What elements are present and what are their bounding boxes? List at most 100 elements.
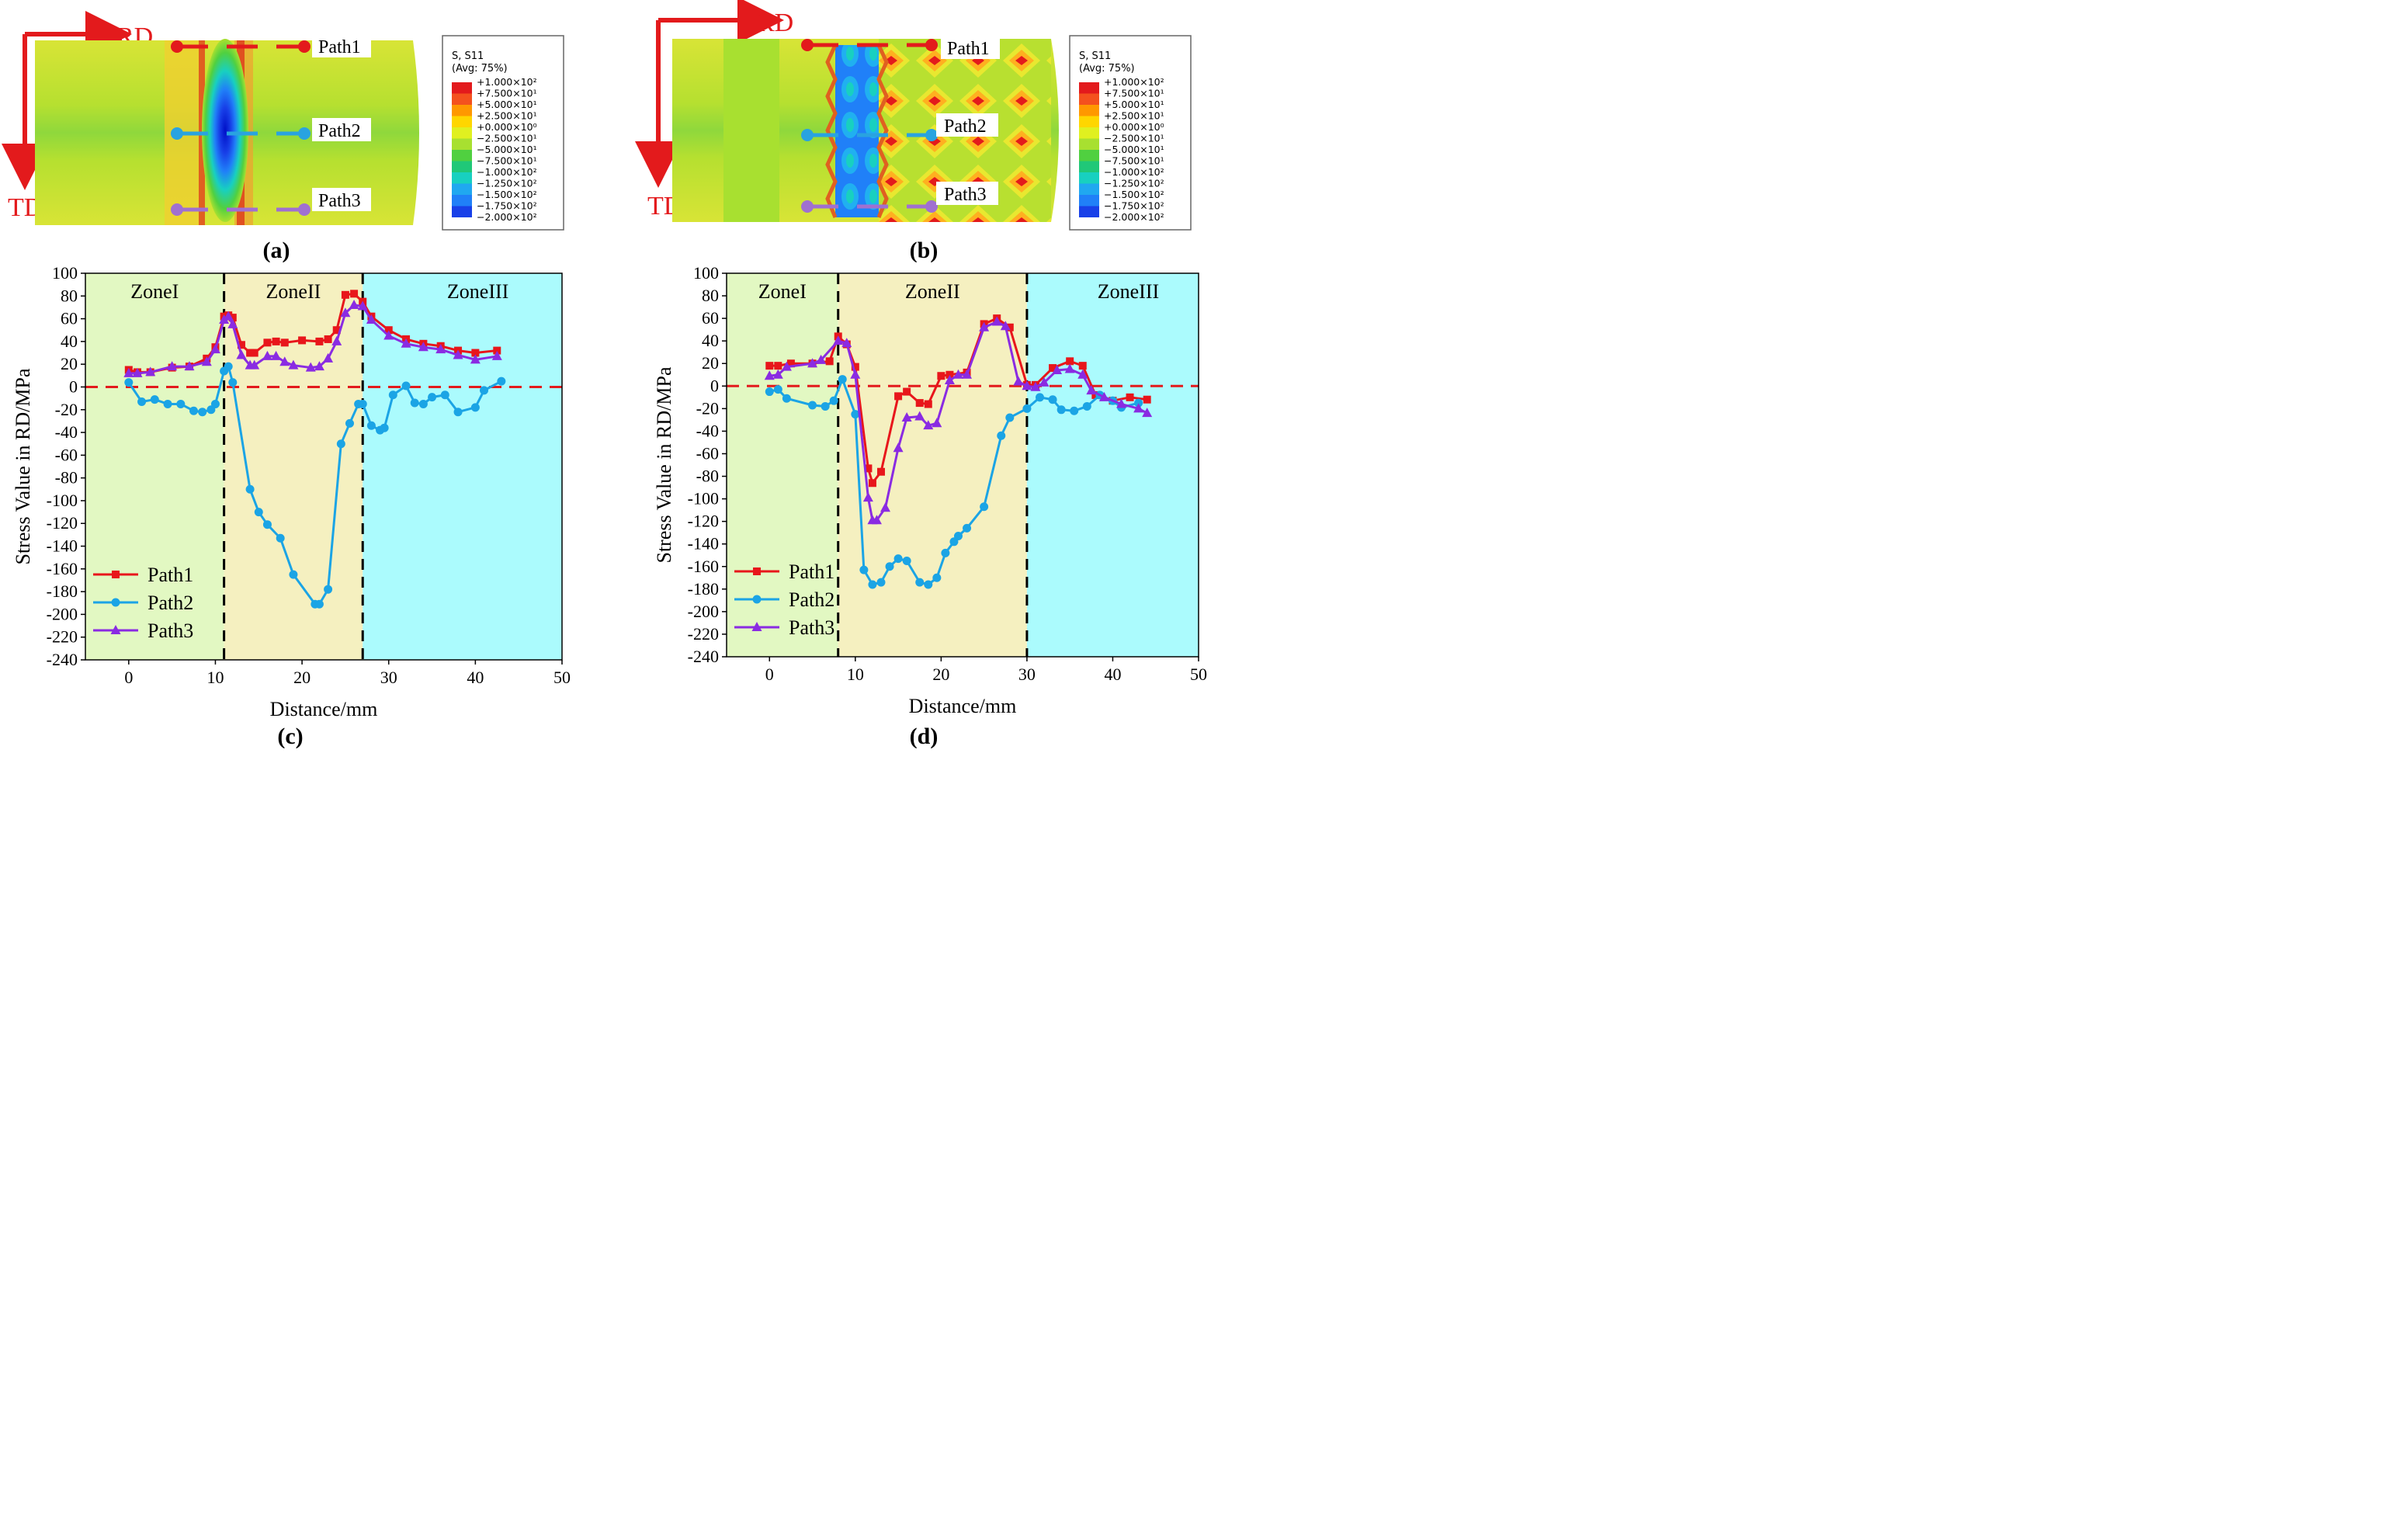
data-point [893, 442, 904, 453]
data-point [962, 369, 973, 379]
data-point [315, 337, 324, 345]
zigzag-edge-left [825, 43, 838, 218]
data-point [997, 431, 1006, 440]
data-point [953, 532, 963, 541]
x-tick-label: 0 [124, 668, 133, 687]
y-tick-label: -100 [688, 489, 719, 508]
y-tick-label: -160 [47, 559, 78, 578]
data-point [862, 492, 873, 502]
x-axis-label: Distance/mm [909, 695, 1017, 717]
data-point [901, 411, 912, 422]
legend-entry: −1.250×10² [1104, 178, 1164, 189]
legend-entry: −5.000×10¹ [1104, 144, 1164, 155]
x-tick-label: 30 [1018, 665, 1036, 684]
data-point [868, 580, 877, 589]
data-point [350, 290, 359, 298]
data-point [937, 372, 946, 380]
data-point [480, 386, 489, 395]
data-point [1064, 363, 1075, 373]
data-point [932, 418, 942, 428]
data-point [123, 367, 134, 377]
y-tick-label: -160 [688, 557, 719, 576]
series-path2 [765, 375, 1143, 589]
x-axis-label: Distance/mm [270, 698, 378, 720]
legend-swatch [452, 127, 472, 139]
data-point [1005, 413, 1015, 422]
compression-core [202, 39, 248, 222]
legend-label: Path2 [147, 592, 193, 614]
data-point [298, 336, 307, 345]
data-point [471, 349, 480, 357]
data-point [246, 349, 255, 357]
y-tick-label: 100 [693, 263, 719, 283]
legend-subtitle: (Avg: 75%) [452, 63, 508, 75]
data-point [493, 346, 501, 355]
data-point [428, 393, 437, 402]
data-point [1035, 393, 1044, 402]
contour-legend-b: S, S11(Avg: 75%)+1.000×10²+7.500×10¹+5.0… [1069, 35, 1192, 231]
legend-label: Path1 [789, 560, 834, 583]
legend-entry: −1.500×10² [477, 189, 537, 200]
data-point [903, 387, 911, 396]
data-point [876, 578, 886, 587]
y-tick-label: -140 [688, 534, 719, 554]
data-point [336, 439, 345, 449]
y-tick-label: 0 [710, 376, 719, 395]
legend-label: Path1 [147, 564, 193, 586]
x-tick-label: 30 [380, 668, 397, 687]
y-tick-label: 60 [61, 309, 78, 328]
contour-legend-a: S, S11(Avg: 75%)+1.000×10²+7.500×10¹+5.0… [442, 35, 564, 231]
legend-entry: −1.250×10² [477, 178, 537, 189]
data-point [236, 349, 247, 359]
series-line [769, 378, 1139, 586]
data-point [324, 585, 333, 594]
data-point [786, 359, 795, 368]
data-point [470, 354, 481, 364]
data-point [176, 399, 186, 408]
legend-title: S, S11 [1079, 50, 1111, 62]
legend-swatch [1079, 150, 1099, 161]
data-point [366, 421, 376, 430]
zigzag-edge-right [876, 43, 889, 218]
legend-entry: −7.500×10¹ [1104, 155, 1164, 167]
data-point [305, 362, 316, 372]
data-point [850, 369, 861, 379]
y-tick-label: 40 [61, 331, 78, 351]
y-tick-label: -120 [47, 513, 78, 533]
data-point [145, 366, 156, 377]
data-point [388, 390, 397, 400]
legend-entry: −1.750×10² [1104, 200, 1164, 212]
data-point [851, 410, 860, 419]
data-point [314, 599, 324, 609]
data-point [249, 359, 260, 370]
data-point [1078, 362, 1087, 370]
y-tick-label: 60 [702, 308, 719, 328]
legend-subtitle: (Avg: 75%) [1079, 63, 1135, 75]
data-point [167, 361, 178, 371]
y-tick-label: 80 [61, 286, 78, 305]
data-point [163, 399, 172, 408]
legend-entry: +7.500×10¹ [477, 88, 537, 99]
legend-entry: +0.000×10⁰ [477, 121, 537, 133]
y-tick-label: 80 [702, 286, 719, 305]
data-point [1070, 406, 1079, 415]
data-point [774, 362, 782, 370]
y-tick-label: -80 [696, 467, 719, 486]
y-tick-label: -180 [688, 579, 719, 599]
zone-2 [224, 273, 363, 660]
data-point [418, 342, 429, 352]
data-point [752, 595, 762, 604]
data-point [124, 378, 134, 387]
data-point [946, 370, 954, 379]
x-tick-label: 40 [467, 668, 484, 687]
y-axis-label: Stress Value in RD/MPa [12, 368, 34, 564]
zone-label: ZoneI [130, 280, 179, 303]
legend-swatch [1079, 183, 1099, 195]
data-point [263, 338, 272, 347]
data-point [150, 395, 159, 404]
data-point [816, 354, 827, 364]
data-point [223, 311, 234, 321]
data-point [1048, 395, 1057, 404]
legend-entry: −1.500×10² [1104, 189, 1164, 200]
data-point [254, 508, 263, 517]
